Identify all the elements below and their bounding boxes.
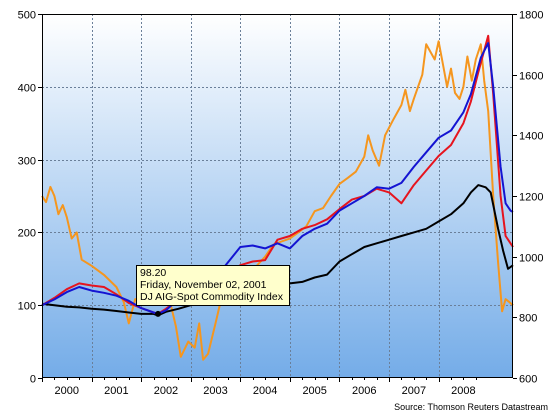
y-left-tick-label: 500 bbox=[18, 10, 36, 22]
x-tick-label: 2005 bbox=[302, 385, 326, 397]
x-tick-label: 2002 bbox=[154, 385, 178, 397]
y-left-tick-label: 100 bbox=[18, 301, 36, 313]
y-right-tick-label: 1200 bbox=[519, 192, 543, 204]
x-tick-label: 2001 bbox=[104, 385, 128, 397]
y-right-tick-label: 1400 bbox=[519, 131, 543, 143]
x-tick-label: 2003 bbox=[203, 385, 227, 397]
tooltip-box bbox=[136, 265, 290, 306]
y-left-tick-label: 400 bbox=[18, 83, 36, 95]
series-line-2 bbox=[41, 184, 514, 317]
plot-area bbox=[42, 14, 513, 378]
x-tick-label: 2004 bbox=[253, 385, 277, 397]
y-right-tick-label: 1000 bbox=[519, 253, 543, 265]
series-line-1 bbox=[41, 34, 514, 315]
plot-frame bbox=[42, 14, 513, 378]
y-left-tick-label: 0 bbox=[30, 374, 36, 386]
series-line-0 bbox=[41, 42, 514, 315]
tooltip-line: DJ AIG-Spot Commodity Index bbox=[140, 291, 284, 303]
axis-ticks bbox=[38, 14, 517, 382]
tooltip-line: Friday, November 02, 2001 bbox=[140, 279, 267, 291]
x-tick-label: 2008 bbox=[451, 385, 475, 397]
y-right-tick-label: 1600 bbox=[519, 71, 543, 83]
source-label: Source: Thomson Reuters Datastream bbox=[394, 402, 548, 412]
y-left-tick-label: 300 bbox=[18, 156, 36, 168]
x-tick-label: 2006 bbox=[352, 385, 376, 397]
series-lines bbox=[41, 34, 514, 361]
tooltip-marker bbox=[155, 310, 162, 317]
y-right-tick-label: 800 bbox=[519, 313, 537, 325]
y-left-tick-label: 200 bbox=[18, 228, 36, 240]
y-right-tick-label: 600 bbox=[519, 374, 537, 386]
axis-labels: 0 100 200 300 400 500 600 800 1000 1200 1400 1600 18… bbox=[18, 10, 544, 398]
x-tick-label: 2000 bbox=[55, 385, 79, 397]
y-right-tick-label: 1800 bbox=[519, 10, 543, 22]
tooltip-line: 98.20 bbox=[140, 267, 166, 279]
x-tick-label: 2007 bbox=[402, 385, 426, 397]
